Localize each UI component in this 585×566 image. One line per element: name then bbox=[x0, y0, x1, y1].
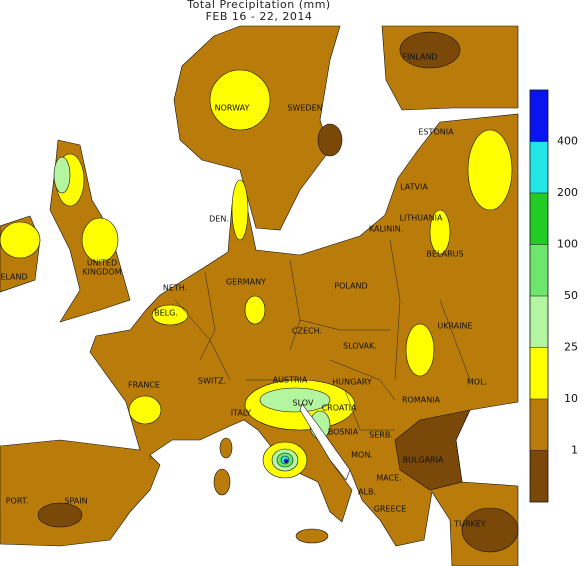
wet-area bbox=[81, 217, 119, 263]
wet-area bbox=[283, 458, 289, 464]
map-subtitle: FEB 16 - 22, 2014 bbox=[206, 10, 313, 23]
country-label: NORWAY bbox=[215, 104, 250, 113]
country-label: BOSNIA bbox=[328, 428, 359, 437]
country-label: CROATIA bbox=[322, 404, 357, 413]
country-label: UNITED bbox=[87, 259, 117, 268]
country-label: PORT. bbox=[6, 497, 29, 506]
country-label: SLOVAK. bbox=[343, 342, 377, 351]
legend-tick-label: 200 bbox=[557, 186, 578, 199]
dry-area bbox=[37, 502, 83, 528]
country-label: SERB. bbox=[369, 431, 393, 440]
country-label: KALININ. bbox=[369, 225, 403, 234]
legend-tick-label: 25 bbox=[564, 341, 578, 354]
legend-tick-label: 10 bbox=[564, 392, 578, 405]
legend-tick-label: 100 bbox=[557, 238, 578, 251]
country-label: GERMANY bbox=[226, 278, 266, 287]
country-label: UKRAINE bbox=[437, 322, 472, 331]
sea bbox=[299, 403, 351, 481]
dry-area bbox=[317, 123, 343, 157]
legend-tick-label: 50 bbox=[564, 289, 578, 302]
country-border bbox=[149, 239, 471, 460]
country-label: AUSTRIA bbox=[273, 376, 308, 385]
legend: 1 10 25 50 100 200 400 bbox=[529, 89, 578, 503]
country-label: SWITZ. bbox=[198, 377, 226, 386]
country-label: BULGARIA bbox=[403, 456, 444, 465]
dry-area bbox=[399, 31, 461, 69]
legend-band bbox=[530, 450, 548, 502]
legend-band bbox=[530, 244, 548, 296]
country-label: SPAIN bbox=[64, 497, 87, 506]
wet-area bbox=[244, 295, 266, 325]
country-label: SWEDEN bbox=[287, 104, 322, 113]
country-label: ELAND bbox=[0, 273, 27, 282]
land bbox=[295, 528, 329, 544]
country-label: NETH. bbox=[163, 284, 187, 293]
legend-band bbox=[530, 193, 548, 245]
legend-band bbox=[530, 296, 548, 348]
legend-tick-label: 400 bbox=[557, 135, 578, 148]
dry-area bbox=[461, 507, 519, 553]
country-label: FRANCE bbox=[128, 381, 160, 390]
land bbox=[213, 468, 231, 496]
legend-band bbox=[530, 90, 548, 142]
wet-area bbox=[0, 221, 41, 259]
wet-area bbox=[467, 129, 513, 211]
wet-area bbox=[259, 387, 331, 413]
country-label: BELARUS bbox=[426, 250, 463, 259]
legend-tick-label: 1 bbox=[571, 444, 578, 457]
country-label: MACE. bbox=[376, 474, 401, 483]
country-label: DEN. bbox=[209, 215, 229, 224]
country-label: BELG. bbox=[154, 309, 178, 318]
land bbox=[219, 437, 233, 459]
country-label: MOL. bbox=[467, 378, 487, 387]
wet-area bbox=[128, 395, 162, 425]
map-area bbox=[0, 25, 519, 566]
dry-area bbox=[394, 409, 471, 491]
country-label: CZECH. bbox=[292, 327, 322, 336]
country-label: HUNGARY bbox=[332, 378, 372, 387]
country-label: ESTONIA bbox=[418, 128, 454, 137]
country-label: LITHUANIA bbox=[400, 214, 443, 223]
wet-area bbox=[53, 156, 71, 194]
country-label: ROMANIA bbox=[402, 396, 441, 405]
map-title: Total Precipitation (mm) bbox=[186, 0, 330, 11]
wet-area bbox=[209, 69, 271, 131]
country-label: LATVIA bbox=[400, 183, 428, 192]
wet-area bbox=[231, 179, 249, 241]
country-label: POLAND bbox=[334, 282, 367, 291]
legend-band bbox=[530, 399, 548, 451]
country-label: SLOV bbox=[293, 399, 314, 408]
country-label: GREECE bbox=[374, 505, 407, 514]
legend-band bbox=[530, 347, 548, 399]
country-label: ALB. bbox=[358, 488, 376, 497]
legend-band bbox=[530, 141, 548, 193]
wet-area bbox=[429, 209, 451, 255]
wet-area bbox=[405, 323, 435, 377]
land bbox=[173, 25, 341, 231]
country-label: TURKEY bbox=[453, 520, 486, 529]
country-label: MON. bbox=[351, 451, 373, 460]
country-label: ITALY bbox=[231, 409, 251, 418]
country-label: FINLAND bbox=[402, 53, 437, 62]
country-labels: FINLAND NORWAY SWEDEN ESTONIA LATVIA LIT… bbox=[0, 53, 487, 529]
country-label: KINGDOM bbox=[82, 268, 121, 277]
